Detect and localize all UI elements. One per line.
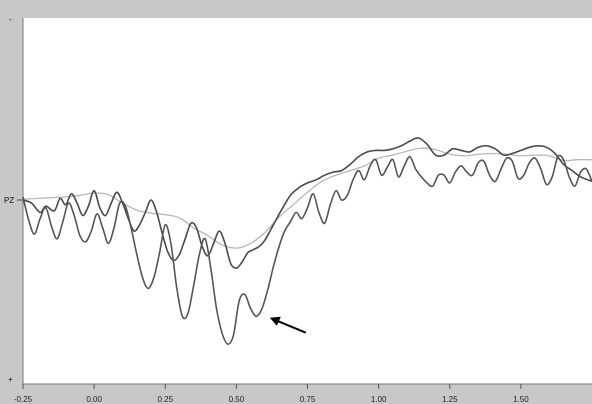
series-line-1 bbox=[22, 147, 592, 249]
channel-label: PZ bbox=[4, 196, 14, 205]
x-tick-label: -0.25 bbox=[14, 395, 33, 404]
series-line-3 bbox=[22, 154, 592, 345]
y-top-marker: - bbox=[9, 15, 12, 24]
y-bottom-marker: + bbox=[8, 375, 13, 384]
x-tick-label: 0.75 bbox=[300, 395, 316, 404]
x-tick-label: 1.25 bbox=[442, 395, 458, 404]
annotation-arrow-shaft bbox=[276, 319, 307, 334]
x-tick-label: 0.25 bbox=[157, 395, 173, 404]
x-tick-label: 1.00 bbox=[371, 395, 387, 404]
x-tick-layer: -0.25 0.00 0.25 0.50 0.75 1.00 1.25 1.50 bbox=[14, 384, 529, 404]
series-line-2 bbox=[22, 137, 592, 270]
x-tick-label: 0.00 bbox=[86, 395, 102, 404]
plot-background bbox=[23, 18, 592, 384]
annotation-arrow-head bbox=[269, 316, 281, 326]
series-layer bbox=[22, 137, 592, 345]
annotation-layer bbox=[269, 316, 307, 334]
x-tick-label: 1.50 bbox=[513, 395, 529, 404]
x-tick-label: 0.50 bbox=[229, 395, 245, 404]
